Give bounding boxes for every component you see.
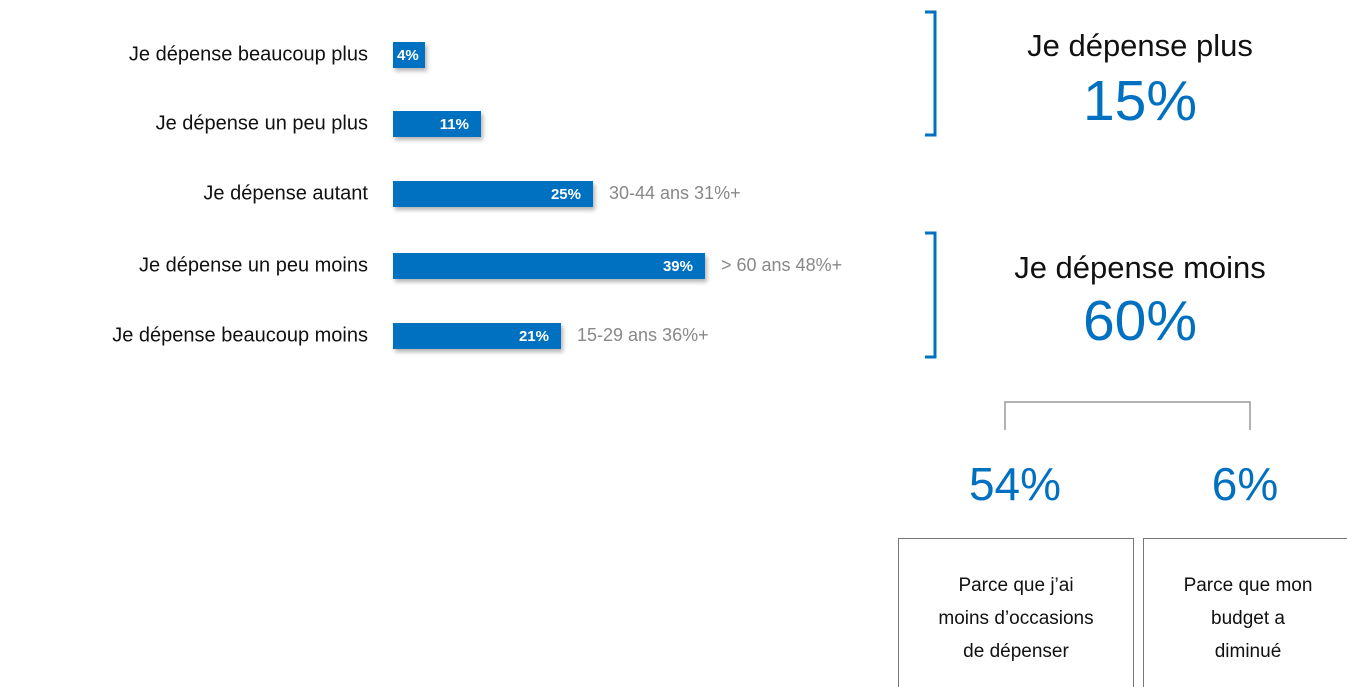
annotation: 15-29 ans 36%+ xyxy=(577,325,709,345)
bar xyxy=(393,42,425,68)
bar xyxy=(393,323,561,349)
bracket xyxy=(925,231,937,359)
value-label: 21% xyxy=(519,328,549,345)
bar xyxy=(393,253,705,279)
category-label: Je dépense beaucoup plus xyxy=(129,43,368,65)
annotation: > 60 ans 48%+ xyxy=(721,255,842,275)
value-label: 4% xyxy=(397,47,419,64)
summary-value: 15% xyxy=(1083,69,1197,133)
reason-text: Parce que mon budget a diminué xyxy=(1183,574,1313,662)
category-label: Je dépense beaucoup moins xyxy=(112,324,368,346)
value-label: 39% xyxy=(663,258,693,275)
category-label: Je dépense un peu plus xyxy=(156,112,368,134)
annotation: 30-44 ans 31%+ xyxy=(609,183,741,203)
reason-box: Parce que mon budget a diminué xyxy=(1143,538,1347,687)
bracket xyxy=(925,10,937,137)
category-label: Je dépense autant xyxy=(203,182,368,204)
bar xyxy=(393,111,481,137)
bar xyxy=(393,181,593,207)
summary-title: Je dépense moins xyxy=(1014,250,1266,285)
value-label: 11% xyxy=(440,116,469,133)
bracket xyxy=(1004,401,1251,430)
reason-text: Parce que j’ai moins d’occasions de dépe… xyxy=(938,574,1094,662)
reason-box: Parce que j’ai moins d’occasions de dépe… xyxy=(898,538,1134,687)
breakdown-value: 6% xyxy=(1212,458,1278,510)
value-label: 25% xyxy=(551,186,581,203)
summary-title: Je dépense plus xyxy=(1027,28,1253,63)
category-label: Je dépense un peu moins xyxy=(139,254,368,276)
summary-value: 60% xyxy=(1083,289,1197,353)
breakdown-value: 54% xyxy=(969,458,1061,510)
